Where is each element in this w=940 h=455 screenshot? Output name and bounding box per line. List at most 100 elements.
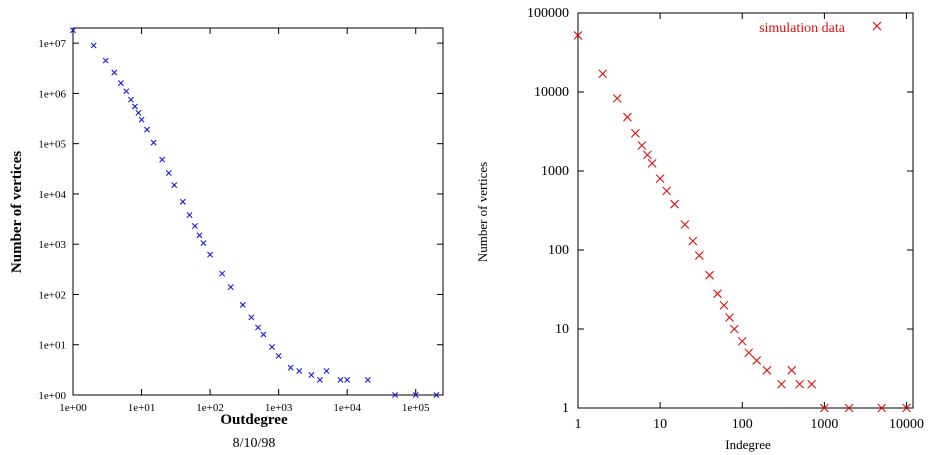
left-data-point — [150, 139, 157, 146]
left-y-tick-label: 1e+02 — [38, 289, 66, 301]
right-data-points — [573, 31, 911, 413]
left-data-point — [308, 372, 315, 378]
right-data-point — [744, 348, 754, 358]
left-data-point — [207, 251, 214, 258]
left-data-points — [70, 27, 440, 398]
left-y-tick-label: 1e+04 — [38, 189, 66, 201]
right-data-point — [787, 365, 797, 375]
left-data-point — [248, 314, 255, 321]
left-x-tick-label: 1e+05 — [402, 402, 430, 414]
left-y-axis-title: Number of vertices — [9, 151, 25, 273]
right-data-point — [643, 150, 652, 160]
right-data-point — [612, 94, 622, 103]
right-data-point — [877, 403, 887, 413]
left-data-point — [269, 344, 275, 351]
left-data-point — [433, 392, 440, 398]
left-data-point — [196, 232, 203, 239]
right-data-point — [623, 112, 632, 122]
right-data-point — [737, 336, 747, 346]
left-data-point — [111, 69, 118, 76]
left-data-point — [131, 103, 138, 110]
right-y-tick-label: 1 — [562, 401, 569, 416]
right-x-axis-title: Indegree — [725, 437, 771, 452]
left-axis-ticks: 1e+00 1e+01 1e+02 1e+03 1e+04 1e+05 1e+00 1e+01… — [38, 28, 443, 414]
right-data-point — [688, 236, 698, 246]
left-data-point — [255, 324, 261, 331]
left-data-point — [392, 392, 399, 398]
left-data-point — [70, 27, 76, 34]
left-data-point — [200, 240, 207, 247]
right-data-point — [725, 313, 734, 322]
right-data-point — [902, 403, 911, 413]
left-x-tick-label: 1e+03 — [265, 402, 293, 414]
left-data-point — [364, 376, 371, 383]
left-data-point — [186, 212, 193, 219]
left-data-point — [171, 182, 178, 189]
right-y-tick-label: 10000 — [534, 85, 569, 100]
left-y-tick-label: 1e+03 — [38, 239, 66, 251]
right-data-point — [670, 199, 679, 209]
right-x-tick-label: 10000 — [889, 417, 924, 432]
left-data-point — [316, 376, 323, 383]
right-y-tick-label: 1000 — [541, 164, 569, 179]
left-data-point — [344, 376, 351, 383]
left-data-point — [412, 392, 419, 398]
right-y-tick-label: 100 — [548, 243, 569, 258]
right-data-point — [844, 403, 854, 413]
right-data-point — [631, 128, 640, 138]
right-data-point — [819, 403, 829, 413]
left-data-point — [135, 109, 142, 116]
left-x-tick-label: 1e+00 — [59, 402, 87, 414]
left-x-tick-label: 1e+04 — [333, 402, 361, 414]
left-x-tick-label: 1e+02 — [196, 402, 224, 414]
right-data-point — [598, 69, 608, 79]
right-x-tick-label: 100 — [732, 417, 753, 432]
right-data-point — [807, 379, 817, 389]
right-chart: 1 10 100 1000 10000 1 10 100 1000 10000 100000 Ind… — [475, 6, 924, 452]
right-x-tick-label: 10 — [653, 417, 667, 432]
left-data-point — [90, 42, 97, 49]
left-data-point — [219, 270, 226, 277]
right-legend: simulation data — [759, 21, 882, 36]
right-data-point — [713, 289, 722, 299]
right-data-point — [777, 379, 786, 389]
left-x-axis-title: Outdegree — [220, 412, 288, 428]
right-data-point — [573, 31, 583, 40]
right-data-point — [705, 270, 714, 280]
left-y-tick-label: 1e+05 — [38, 139, 66, 151]
left-data-point — [323, 368, 330, 375]
right-data-point — [680, 220, 690, 229]
right-data-point — [752, 356, 762, 365]
right-data-point — [719, 300, 729, 310]
left-data-point — [287, 364, 294, 371]
left-data-point — [127, 96, 134, 103]
left-data-point — [138, 116, 145, 123]
right-y-tick-label: 10 — [555, 322, 569, 337]
left-plot-frame — [72, 27, 444, 396]
left-data-point — [337, 376, 344, 383]
legend-label-simulation-data: simulation data — [759, 21, 846, 36]
legend-marker — [872, 21, 882, 31]
left-data-point — [296, 368, 303, 375]
right-data-point — [694, 251, 704, 260]
left-y-tick-label: 1e+01 — [38, 340, 66, 352]
left-y-tick-label: 1e+00 — [38, 390, 66, 402]
left-y-tick-label: 1e+07 — [38, 38, 66, 50]
left-y-tick-label: 1e+06 — [38, 88, 66, 100]
left-subtitle: 8/10/98 — [233, 436, 276, 451]
right-data-point — [795, 379, 805, 389]
left-data-point — [179, 198, 186, 205]
right-x-tick-label: 1 — [575, 417, 582, 432]
right-plot-frame — [577, 12, 914, 409]
right-data-point — [637, 141, 647, 150]
right-data-point — [662, 186, 672, 196]
left-data-point — [227, 284, 234, 291]
left-data-point — [191, 223, 198, 230]
right-y-axis-title: Number of vertices — [475, 162, 490, 262]
right-axis-ticks: 1 10 100 1000 10000 1 10 100 1000 10000 100000 — [527, 6, 924, 432]
right-data-point — [655, 174, 665, 184]
right-data-point — [647, 158, 657, 168]
left-data-point — [260, 331, 267, 338]
left-data-point — [165, 170, 172, 177]
